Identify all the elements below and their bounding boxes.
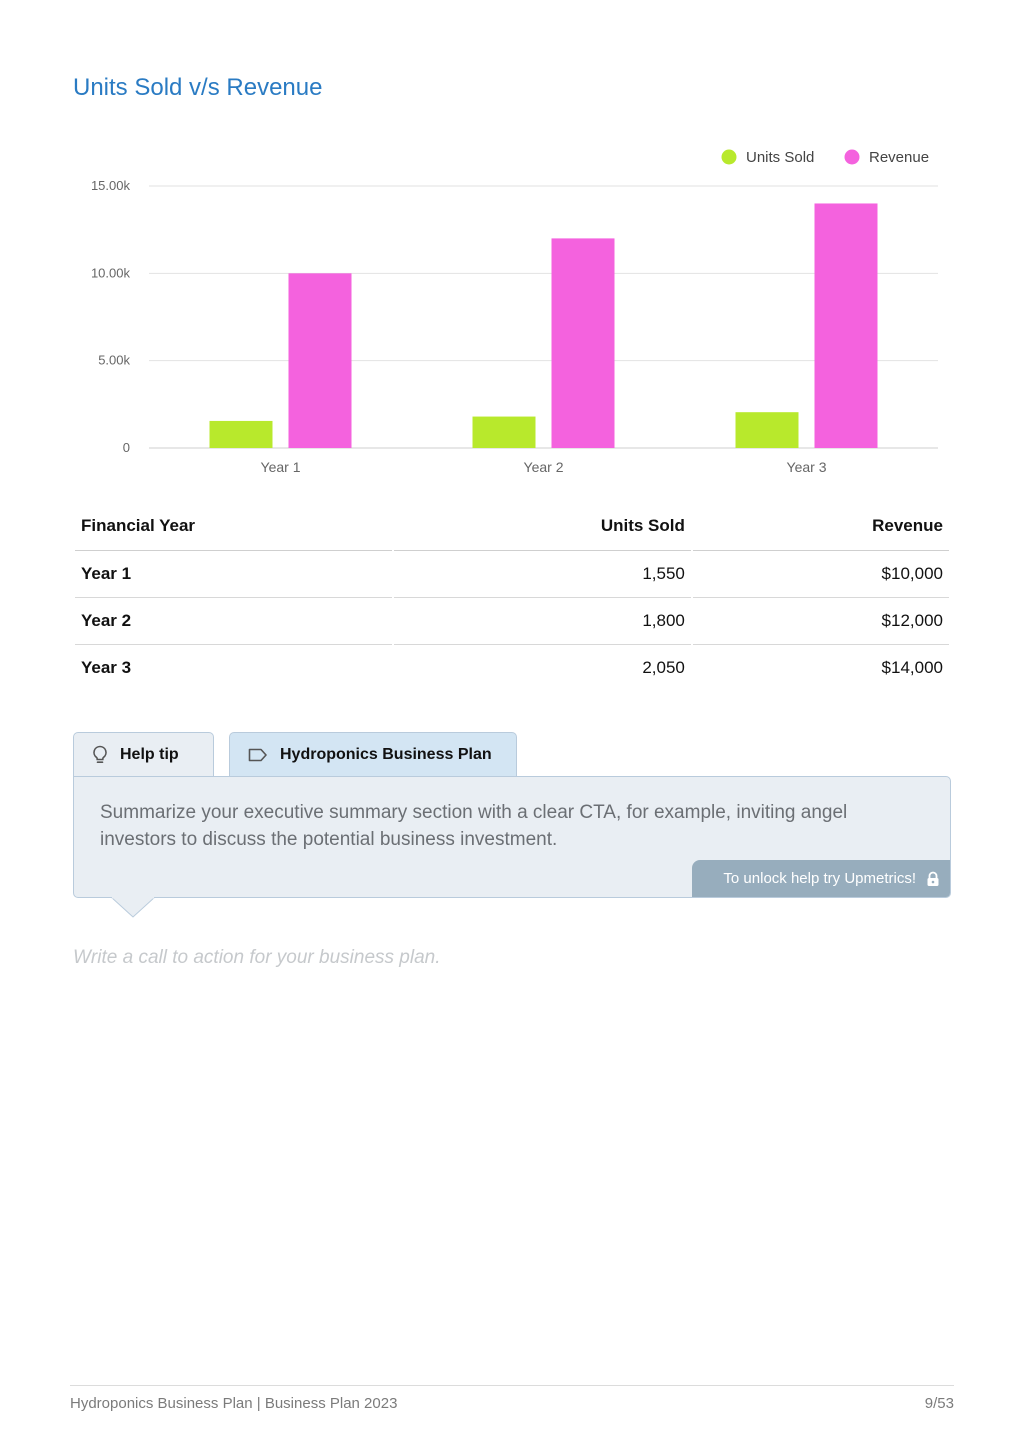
tag-icon bbox=[248, 748, 268, 762]
tab-business-plan[interactable]: Hydroponics Business Plan bbox=[229, 732, 517, 776]
table-row: Year 1 1,550 $10,000 bbox=[75, 551, 949, 598]
y-tick-label: 15.00k bbox=[91, 178, 131, 193]
legend-label: Revenue bbox=[869, 149, 929, 166]
bar-revenue bbox=[551, 238, 615, 448]
call-to-action-editor[interactable]: Write a call to action for your business… bbox=[73, 947, 441, 968]
x-tick-label: Year 1 bbox=[261, 459, 301, 475]
cell-revenue: $14,000 bbox=[881, 658, 943, 677]
tab-help-label: Help tip bbox=[120, 745, 179, 763]
units-revenue-chart: 0 5.00k 10.00k 15.00k Year 1 Year 2 Year 3 Unit… bbox=[91, 149, 938, 475]
section-title: Units Sold v/s Revenue bbox=[73, 74, 323, 101]
legend-label: Units Sold bbox=[746, 149, 814, 166]
help-text: Summarize your executive summary section… bbox=[100, 802, 848, 850]
cell-year: Year 2 bbox=[75, 598, 392, 645]
footer-title: Hydroponics Business Plan | Business Pla… bbox=[70, 1395, 398, 1412]
bar-units-sold bbox=[735, 412, 799, 448]
cell-year: Year 3 bbox=[81, 658, 132, 677]
callout-pointer bbox=[111, 897, 155, 918]
bar-units-sold bbox=[472, 416, 536, 448]
table-header-row: Financial Year Units Sold Revenue bbox=[75, 502, 949, 551]
header-revenue: Revenue bbox=[692, 502, 949, 551]
cell-units: 1,800 bbox=[394, 598, 691, 645]
table-row: Year 2 1,800 $12,000 bbox=[75, 598, 949, 645]
lightbulb-icon bbox=[92, 745, 108, 765]
lock-icon bbox=[926, 871, 940, 887]
header-units-sold: Units Sold bbox=[394, 502, 691, 551]
bar-revenue bbox=[814, 203, 878, 448]
cell-revenue: $12,000 bbox=[692, 598, 949, 645]
y-tick-label: 10.00k bbox=[91, 265, 131, 280]
bar-units-sold bbox=[209, 420, 273, 448]
tab-help-tip[interactable]: Help tip bbox=[73, 732, 214, 776]
cell-year: Year 1 bbox=[75, 551, 392, 598]
legend-marker bbox=[844, 149, 860, 165]
x-tick-label: Year 3 bbox=[787, 459, 827, 475]
unlock-upmetrics-button[interactable]: To unlock help try Upmetrics! bbox=[692, 860, 950, 897]
tab-plan-label: Hydroponics Business Plan bbox=[280, 745, 492, 763]
y-tick-label: 0 bbox=[123, 440, 130, 455]
help-panel: Summarize your executive summary section… bbox=[73, 776, 951, 898]
x-tick-label: Year 2 bbox=[524, 459, 564, 475]
legend-marker bbox=[721, 149, 737, 165]
cell-units: 1,550 bbox=[394, 551, 691, 598]
page-number: 9/53 bbox=[924, 1395, 954, 1412]
cell-units: 2,050 bbox=[642, 658, 685, 677]
bar-revenue bbox=[288, 273, 352, 448]
unlock-label: To unlock help try Upmetrics! bbox=[723, 870, 916, 887]
y-tick-label: 5.00k bbox=[98, 353, 130, 368]
header-financial-year: Financial Year bbox=[75, 502, 392, 551]
financial-table: Financial Year Units Sold Revenue Year 1… bbox=[73, 502, 951, 691]
table-row: Year 3 2,050 $14,000 bbox=[75, 645, 949, 691]
footer-divider bbox=[70, 1385, 954, 1386]
cell-revenue: $10,000 bbox=[692, 551, 949, 598]
